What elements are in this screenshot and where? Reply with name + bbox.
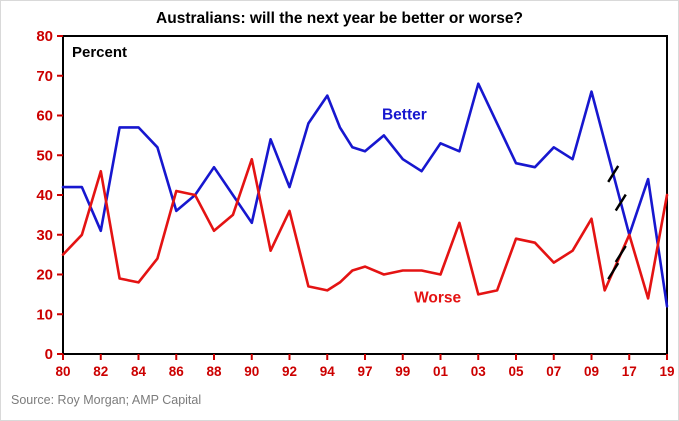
x-tick-label: 09 xyxy=(584,364,599,379)
axis-break-mark xyxy=(607,165,620,183)
y-tick-label: 30 xyxy=(36,227,53,244)
axis-break-mark xyxy=(607,262,620,280)
axis-break-mark xyxy=(614,245,627,263)
plot-border xyxy=(62,35,668,355)
x-tick-label: 88 xyxy=(206,364,222,379)
worse-line xyxy=(61,157,669,300)
chart-area: 0 10 20 30 40 50 60 70 80 80 82 84 86 88 90 92 94 97 99 01 0… xyxy=(1,28,678,380)
y-axis-title: Percent xyxy=(72,44,127,61)
x-tick-label: 80 xyxy=(55,364,70,379)
chart-title: Australians: will the next year be bette… xyxy=(156,10,523,27)
y-tick-label: 80 xyxy=(36,28,53,45)
better-line xyxy=(61,82,669,308)
x-tick-label: 94 xyxy=(320,364,336,379)
y-tick-label: 20 xyxy=(36,267,53,284)
x-tick-label: 05 xyxy=(508,364,524,379)
y-tick-label: 0 xyxy=(45,346,53,363)
y-tick-label: 40 xyxy=(36,187,53,204)
x-tick-label: 90 xyxy=(244,364,259,379)
worse-series-label: Worse xyxy=(414,289,461,306)
x-tick-label: 82 xyxy=(93,364,108,379)
x-tick-label: 92 xyxy=(282,364,297,379)
better-series-label: Better xyxy=(382,106,427,123)
x-tick-label: 84 xyxy=(131,364,147,379)
x-tick-label: 17 xyxy=(622,364,637,379)
x-tick-label: 99 xyxy=(395,364,410,379)
chart-canvas: 0 10 20 30 40 50 60 70 80 80 82 84 86 88 90 92 94 97 99 01 0… xyxy=(36,28,674,379)
x-tick-label: 19 xyxy=(659,364,674,379)
y-tick-label: 60 xyxy=(36,108,53,125)
x-tick-label: 86 xyxy=(169,364,185,379)
y-tick-label: 10 xyxy=(36,306,53,323)
x-tick-label: 03 xyxy=(471,364,487,379)
axis-break-mark xyxy=(614,193,627,212)
x-tick-label: 97 xyxy=(357,364,372,379)
y-tick-label: 50 xyxy=(36,147,53,164)
source-text: Source: Roy Morgan; AMP Capital xyxy=(11,393,202,407)
y-tick-label: 70 xyxy=(36,68,53,85)
x-tick-label: 01 xyxy=(433,364,449,379)
x-tick-label: 07 xyxy=(546,364,561,379)
